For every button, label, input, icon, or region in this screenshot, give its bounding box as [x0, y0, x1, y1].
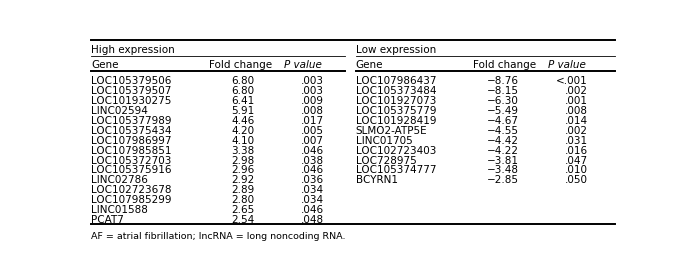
Text: −4.67: −4.67: [486, 116, 519, 126]
Text: LOC105372703: LOC105372703: [92, 155, 172, 165]
Text: 4.46: 4.46: [231, 116, 254, 126]
Text: LINC01588: LINC01588: [92, 205, 148, 215]
Text: 2.96: 2.96: [231, 165, 254, 175]
Text: <.001: <.001: [556, 76, 588, 86]
Text: .009: .009: [300, 96, 324, 106]
Text: P value: P value: [284, 60, 322, 70]
Text: .046: .046: [300, 205, 324, 215]
Text: 4.10: 4.10: [232, 136, 254, 146]
Text: .005: .005: [300, 126, 324, 136]
Text: LINC02594: LINC02594: [92, 106, 148, 116]
Text: .008: .008: [565, 106, 588, 116]
Text: .017: .017: [300, 116, 324, 126]
Text: .031: .031: [565, 136, 588, 146]
Text: P value: P value: [548, 60, 586, 70]
Text: .034: .034: [300, 185, 324, 195]
Text: .007: .007: [300, 136, 324, 146]
Text: Low expression: Low expression: [356, 45, 436, 55]
Text: LOC105375434: LOC105375434: [92, 126, 172, 136]
Text: 6.80: 6.80: [232, 76, 254, 86]
Text: LINC01705: LINC01705: [356, 136, 413, 146]
Text: .048: .048: [300, 215, 324, 225]
Text: .038: .038: [300, 155, 324, 165]
Text: 6.80: 6.80: [232, 86, 254, 96]
Text: .008: .008: [300, 106, 324, 116]
Text: 2.54: 2.54: [231, 215, 254, 225]
Text: .003: .003: [300, 76, 324, 86]
Text: LOC107985299: LOC107985299: [92, 195, 172, 205]
Text: −3.48: −3.48: [486, 165, 519, 175]
Text: Gene: Gene: [356, 60, 383, 70]
Text: 2.65: 2.65: [231, 205, 254, 215]
Text: −2.85: −2.85: [486, 175, 519, 185]
Text: LINC02786: LINC02786: [92, 175, 148, 185]
Text: High expression: High expression: [92, 45, 175, 55]
Text: .002: .002: [565, 86, 588, 96]
Text: 6.41: 6.41: [231, 96, 254, 106]
Text: −3.81: −3.81: [486, 155, 519, 165]
Text: .016: .016: [565, 146, 588, 156]
Text: −6.30: −6.30: [486, 96, 519, 106]
Text: LOC107986997: LOC107986997: [92, 136, 172, 146]
Text: −4.42: −4.42: [486, 136, 519, 146]
Text: LOC105373484: LOC105373484: [356, 86, 436, 96]
Text: LOC105379507: LOC105379507: [92, 86, 172, 96]
Text: LOC101928419: LOC101928419: [356, 116, 436, 126]
Text: −8.76: −8.76: [486, 76, 519, 86]
Text: .036: .036: [300, 175, 324, 185]
Text: LOC105375916: LOC105375916: [92, 165, 172, 175]
Text: −4.22: −4.22: [486, 146, 519, 156]
Text: LOC102723678: LOC102723678: [92, 185, 172, 195]
Text: −8.15: −8.15: [486, 86, 519, 96]
Text: LOC107986437: LOC107986437: [356, 76, 436, 86]
Text: LOC102723403: LOC102723403: [356, 146, 436, 156]
Text: .001: .001: [565, 96, 588, 106]
Text: 4.20: 4.20: [232, 126, 254, 136]
Text: .010: .010: [565, 165, 588, 175]
Text: 2.92: 2.92: [231, 175, 254, 185]
Text: LOC728975: LOC728975: [356, 155, 417, 165]
Text: .002: .002: [565, 126, 588, 136]
Text: Fold change: Fold change: [209, 60, 272, 70]
Text: LOC105377989: LOC105377989: [92, 116, 172, 126]
Text: .014: .014: [565, 116, 588, 126]
Text: −5.49: −5.49: [486, 106, 519, 116]
Text: BCYRN1: BCYRN1: [356, 175, 398, 185]
Text: 2.80: 2.80: [232, 195, 254, 205]
Text: 3.38: 3.38: [231, 146, 254, 156]
Text: AF = atrial fibrillation; lncRNA = long noncoding RNA.: AF = atrial fibrillation; lncRNA = long …: [92, 232, 346, 241]
Text: LOC101930275: LOC101930275: [92, 96, 172, 106]
Text: LOC101927073: LOC101927073: [356, 96, 436, 106]
Text: 5.91: 5.91: [231, 106, 254, 116]
Text: Gene: Gene: [92, 60, 119, 70]
Text: LOC107985851: LOC107985851: [92, 146, 172, 156]
Text: .034: .034: [300, 195, 324, 205]
Text: .046: .046: [300, 146, 324, 156]
Text: LOC105379506: LOC105379506: [92, 76, 172, 86]
Text: LOC105374777: LOC105374777: [356, 165, 436, 175]
Text: 2.98: 2.98: [231, 155, 254, 165]
Text: .003: .003: [300, 86, 324, 96]
Text: −4.55: −4.55: [486, 126, 519, 136]
Text: SLMO2-ATP5E: SLMO2-ATP5E: [356, 126, 427, 136]
Text: Fold change: Fold change: [473, 60, 536, 70]
Text: .047: .047: [565, 155, 588, 165]
Text: PCAT7: PCAT7: [92, 215, 124, 225]
Text: LOC105375779: LOC105375779: [356, 106, 436, 116]
Text: .050: .050: [565, 175, 588, 185]
Text: .046: .046: [300, 165, 324, 175]
Text: 2.89: 2.89: [231, 185, 254, 195]
